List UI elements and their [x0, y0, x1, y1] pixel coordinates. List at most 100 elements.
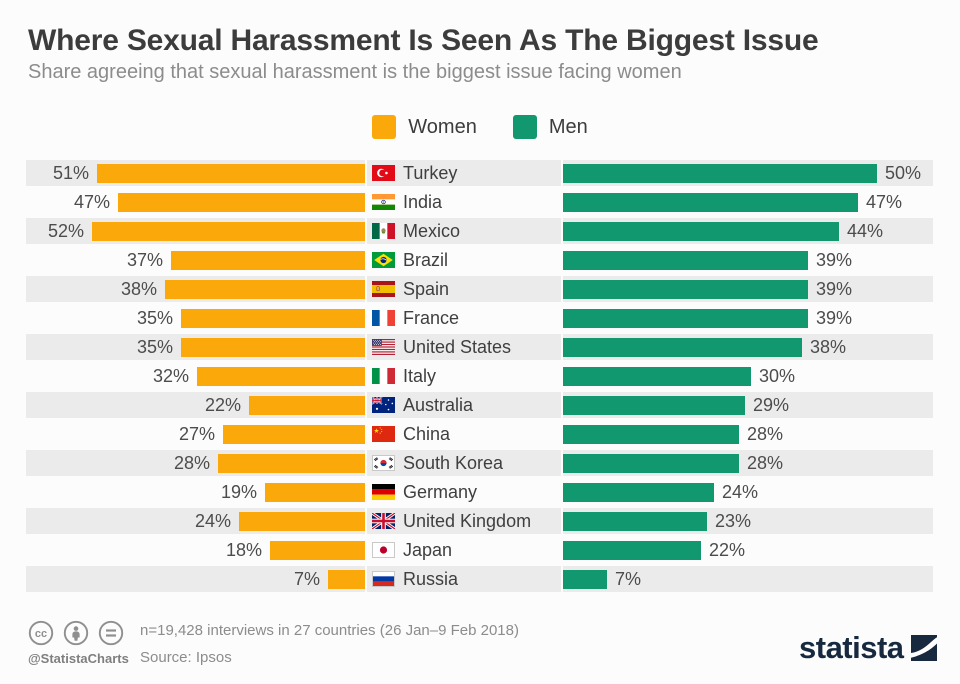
- men-bar: [563, 221, 839, 241]
- footnote-block: n=19,428 interviews in 27 countries (26 …: [140, 622, 519, 666]
- chart-row: 24% United Kingdom 23%: [26, 508, 933, 534]
- country-label: Italy: [403, 365, 437, 386]
- women-value-label: 18%: [225, 539, 262, 560]
- women-bar: [171, 250, 365, 270]
- japan-flag-icon: [372, 542, 395, 558]
- statista-logo-text: statista: [799, 630, 904, 665]
- men-bar-cell: 39%: [563, 247, 933, 273]
- country-cell: United Kingdom: [365, 508, 563, 534]
- country-label: India: [403, 191, 443, 212]
- men-bar-cell: 7%: [563, 566, 933, 592]
- country-cell: Italy: [365, 363, 563, 389]
- men-bar: [563, 424, 739, 444]
- men-value-label: 28%: [747, 452, 784, 473]
- women-bar-cell: 38%: [26, 276, 365, 302]
- women-value-label: 22%: [204, 394, 241, 415]
- chart-row: 51% Turkey 50%: [26, 160, 933, 186]
- women-value-label: 27%: [178, 423, 215, 444]
- women-bar-cell: 7%: [26, 566, 365, 592]
- women-value-label: 38%: [120, 278, 157, 299]
- men-bar: [563, 366, 751, 386]
- women-bar-cell: 24%: [26, 508, 365, 534]
- chart-row: 38% Spain 39%: [26, 276, 933, 302]
- germany-flag-icon: [372, 484, 395, 500]
- women-value-label: 35%: [136, 336, 173, 357]
- women-bar-cell: 27%: [26, 421, 365, 447]
- women-bar-cell: 35%: [26, 334, 365, 360]
- women-bar: [181, 337, 365, 357]
- country-cell: Mexico: [365, 218, 563, 244]
- country-cell: South Korea: [365, 450, 563, 476]
- men-value-label: 23%: [715, 510, 752, 531]
- men-bar: [563, 540, 701, 560]
- men-bar-cell: 47%: [563, 189, 933, 215]
- women-value-label: 35%: [136, 307, 173, 328]
- country-label: Germany: [403, 481, 478, 502]
- china-flag-icon: [372, 426, 395, 442]
- men-value-label: 30%: [759, 365, 796, 386]
- page-subtitle: Share agreeing that sexual harassment is…: [28, 61, 682, 83]
- country-cell: United States: [365, 334, 563, 360]
- women-bar: [270, 540, 365, 560]
- legend: Women Men: [0, 115, 960, 139]
- men-bar: [563, 511, 707, 531]
- country-label: Australia: [403, 394, 474, 415]
- men-value-label: 22%: [709, 539, 746, 560]
- women-bar-cell: 18%: [26, 537, 365, 563]
- legend-item-men: Men: [512, 115, 588, 139]
- chart-row: 7% Russia 7%: [26, 566, 933, 592]
- turkey-flag-icon: [372, 165, 395, 181]
- men-bar: [563, 250, 808, 270]
- women-bar-cell: 35%: [26, 305, 365, 331]
- men-value-label: 50%: [885, 162, 922, 183]
- country-cell: Brazil: [365, 247, 563, 273]
- women-bar: [181, 308, 365, 328]
- country-cell: Japan: [365, 537, 563, 563]
- men-bar: [563, 192, 858, 212]
- country-cell: China: [365, 421, 563, 447]
- women-value-label: 19%: [220, 481, 257, 502]
- brazil-flag-icon: [372, 252, 395, 268]
- chart-rows: 51% Turkey 50% 47% India 47% 52% Mexico 44% 37% Br…: [26, 160, 933, 595]
- women-value-label: 24%: [194, 510, 231, 531]
- country-label: France: [403, 307, 460, 328]
- women-bar: [249, 395, 365, 415]
- spain-flag-icon: [372, 281, 395, 297]
- chart-row: 47% India 47%: [26, 189, 933, 215]
- men-bar-cell: 28%: [563, 421, 933, 447]
- men-value-label: 24%: [722, 481, 759, 502]
- men-bar-cell: 38%: [563, 334, 933, 360]
- men-value-label: 38%: [810, 336, 847, 357]
- chart-row: 32% Italy 30%: [26, 363, 933, 389]
- source-note: Source: Ipsos: [140, 649, 232, 666]
- women-bar: [328, 569, 365, 589]
- country-label: United Kingdom: [403, 510, 532, 531]
- women-bar-cell: 51%: [26, 160, 365, 186]
- men-bar: [563, 395, 745, 415]
- women-bar-cell: 32%: [26, 363, 365, 389]
- women-bar-cell: 47%: [26, 189, 365, 215]
- women-bar: [165, 279, 365, 299]
- country-cell: Germany: [365, 479, 563, 505]
- men-value-label: 44%: [847, 220, 884, 241]
- women-bar-cell: 19%: [26, 479, 365, 505]
- women-value-label: 52%: [47, 220, 84, 241]
- statista-logo-icon: [910, 634, 937, 661]
- statista-logo: statista: [799, 632, 937, 663]
- country-label: Mexico: [403, 220, 461, 241]
- women-value-label: 47%: [73, 191, 110, 212]
- men-bar-cell: 39%: [563, 276, 933, 302]
- cc-license-icons: cc: [28, 620, 129, 646]
- chart-row: 18% Japan 22%: [26, 537, 933, 563]
- men-value-label: 7%: [615, 568, 642, 589]
- women-value-label: 32%: [152, 365, 189, 386]
- men-bar: [563, 569, 607, 589]
- men-value-label: 39%: [816, 278, 853, 299]
- women-bar-cell: 37%: [26, 247, 365, 273]
- men-value-label: 29%: [753, 394, 790, 415]
- country-label: Spain: [403, 278, 450, 299]
- women-bar: [223, 424, 365, 444]
- men-bar: [563, 308, 808, 328]
- women-bar: [218, 453, 365, 473]
